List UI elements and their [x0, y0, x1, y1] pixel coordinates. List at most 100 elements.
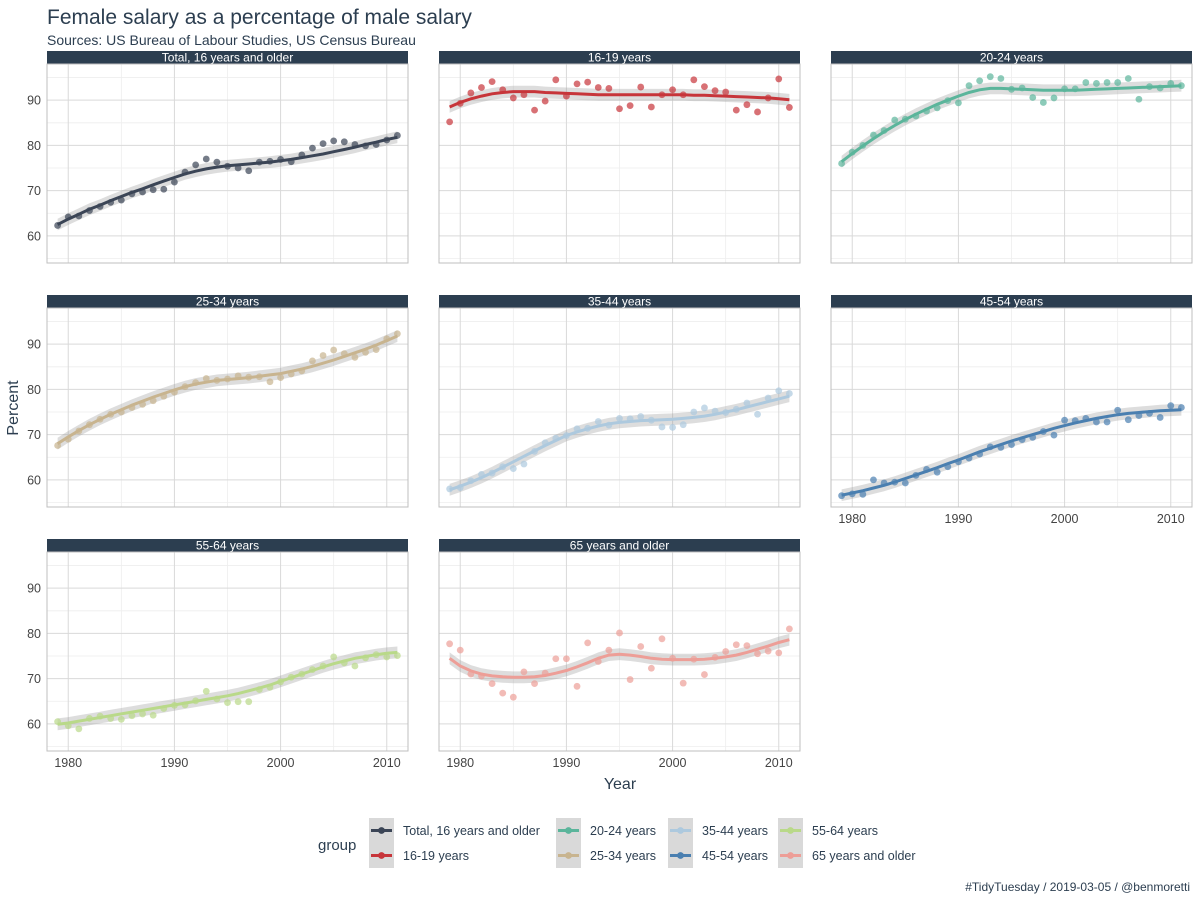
- x-tick-label: 2000: [267, 756, 295, 770]
- data-point: [743, 642, 751, 650]
- data-point: [690, 408, 698, 416]
- data-point: [149, 711, 157, 719]
- data-point: [722, 88, 730, 96]
- trend-line: [57, 650, 398, 726]
- data-point: [446, 118, 454, 126]
- data-point: [1050, 431, 1058, 439]
- legend: group Total, 16 years and older 16-19 year…: [318, 818, 916, 868]
- y-tick-label: 70: [27, 428, 41, 442]
- data-point: [520, 668, 528, 676]
- data-point: [1039, 99, 1047, 106]
- data-point: [1029, 94, 1037, 101]
- data-point: [669, 86, 676, 94]
- data-point: [202, 687, 210, 695]
- data-point: [202, 155, 210, 163]
- data-point: [965, 82, 973, 90]
- data-point: [637, 83, 645, 91]
- data-point: [722, 648, 730, 655]
- data-point: [319, 352, 327, 359]
- data-point: [732, 106, 740, 114]
- data-point: [870, 476, 877, 484]
- x-tick-label: 1990: [161, 756, 189, 770]
- legend-key-point: [787, 827, 794, 834]
- data-point: [75, 725, 83, 733]
- chart-title: Female salary as a percentage of male sa…: [47, 6, 472, 29]
- data-point: [859, 490, 867, 498]
- x-tick-label: 1980: [838, 512, 866, 526]
- data-point: [997, 75, 1005, 82]
- data-point: [701, 671, 708, 678]
- x-tick-label: 1980: [54, 756, 82, 770]
- x-axis-title: Year: [604, 776, 637, 793]
- data-point: [488, 78, 496, 86]
- y-tick-label: 80: [27, 383, 41, 397]
- data-point: [584, 639, 592, 647]
- data-point: [1093, 80, 1100, 87]
- data-point: [309, 144, 316, 152]
- data-point: [1156, 414, 1164, 421]
- trend-line: [56, 135, 398, 226]
- data-point: [690, 76, 698, 84]
- data-point: [531, 106, 538, 114]
- x-tick-label: 2000: [1051, 512, 1079, 526]
- data-point: [1050, 94, 1058, 102]
- data-point: [351, 662, 359, 670]
- legend-label: 35-44 years: [702, 824, 768, 838]
- y-tick-label: 70: [27, 184, 41, 198]
- facet-panel-8: 65 years and older 1980 1990 2000 2010: [438, 539, 801, 770]
- data-point: [616, 105, 623, 113]
- trend-line: [56, 334, 398, 445]
- facet-panel-6: 45-54 years 1980 1990 2000 2010: [830, 295, 1193, 526]
- trend-line: [448, 638, 790, 679]
- facet-strip-label: 16-19 years: [588, 51, 651, 65]
- facet-strip: [47, 539, 408, 552]
- facet-panel-5: 35-44 years: [438, 295, 801, 508]
- data-point: [647, 103, 655, 111]
- data-point: [679, 421, 687, 429]
- facet-strip: [439, 295, 800, 308]
- y-tick-label: 90: [27, 94, 41, 108]
- chart-subtitle: Sources: US Bureau of Labour Studies, US…: [47, 32, 416, 48]
- data-point: [383, 653, 391, 661]
- trend-line: [840, 84, 1182, 163]
- data-point: [192, 161, 200, 169]
- x-tick-label: 2010: [765, 756, 793, 770]
- data-point: [213, 158, 221, 166]
- facet-strip-label: 55-64 years: [196, 539, 259, 553]
- legend-label: 25-34 years: [590, 849, 656, 863]
- legend-key-point: [677, 827, 684, 834]
- data-point: [563, 655, 570, 663]
- x-tick-label: 1980: [446, 756, 474, 770]
- data-point: [679, 679, 687, 687]
- data-point: [531, 680, 538, 688]
- data-point: [637, 413, 645, 420]
- y-tick-label: 60: [27, 473, 41, 487]
- data-point: [754, 410, 761, 418]
- data-point: [1114, 406, 1122, 414]
- facet-strip-label: 35-44 years: [588, 295, 651, 309]
- data-point: [594, 84, 602, 91]
- facet-strip: [831, 295, 1192, 308]
- data-point: [1124, 416, 1132, 424]
- facet-strip: [439, 51, 800, 64]
- legend-key-point: [378, 852, 385, 859]
- data-point: [351, 353, 359, 361]
- facet-panel-4: 25-34 years 60 70 80 90: [27, 295, 409, 508]
- y-tick-label: 80: [27, 627, 41, 641]
- facet-panel-2: 16-19 years: [438, 51, 801, 264]
- data-point: [594, 418, 602, 425]
- facet-strip-label: 65 years and older: [570, 539, 669, 553]
- data-point: [1124, 75, 1132, 82]
- legend-label: Total, 16 years and older: [403, 824, 540, 838]
- data-point: [467, 89, 475, 97]
- data-point: [1061, 416, 1068, 424]
- data-point: [933, 468, 941, 476]
- legend-title: group: [318, 837, 356, 854]
- facet-strip-label: Total, 16 years and older: [162, 51, 293, 65]
- data-point: [277, 374, 284, 382]
- panel-border: [46, 307, 409, 508]
- data-point: [785, 625, 793, 633]
- x-tick-label: 2010: [373, 756, 401, 770]
